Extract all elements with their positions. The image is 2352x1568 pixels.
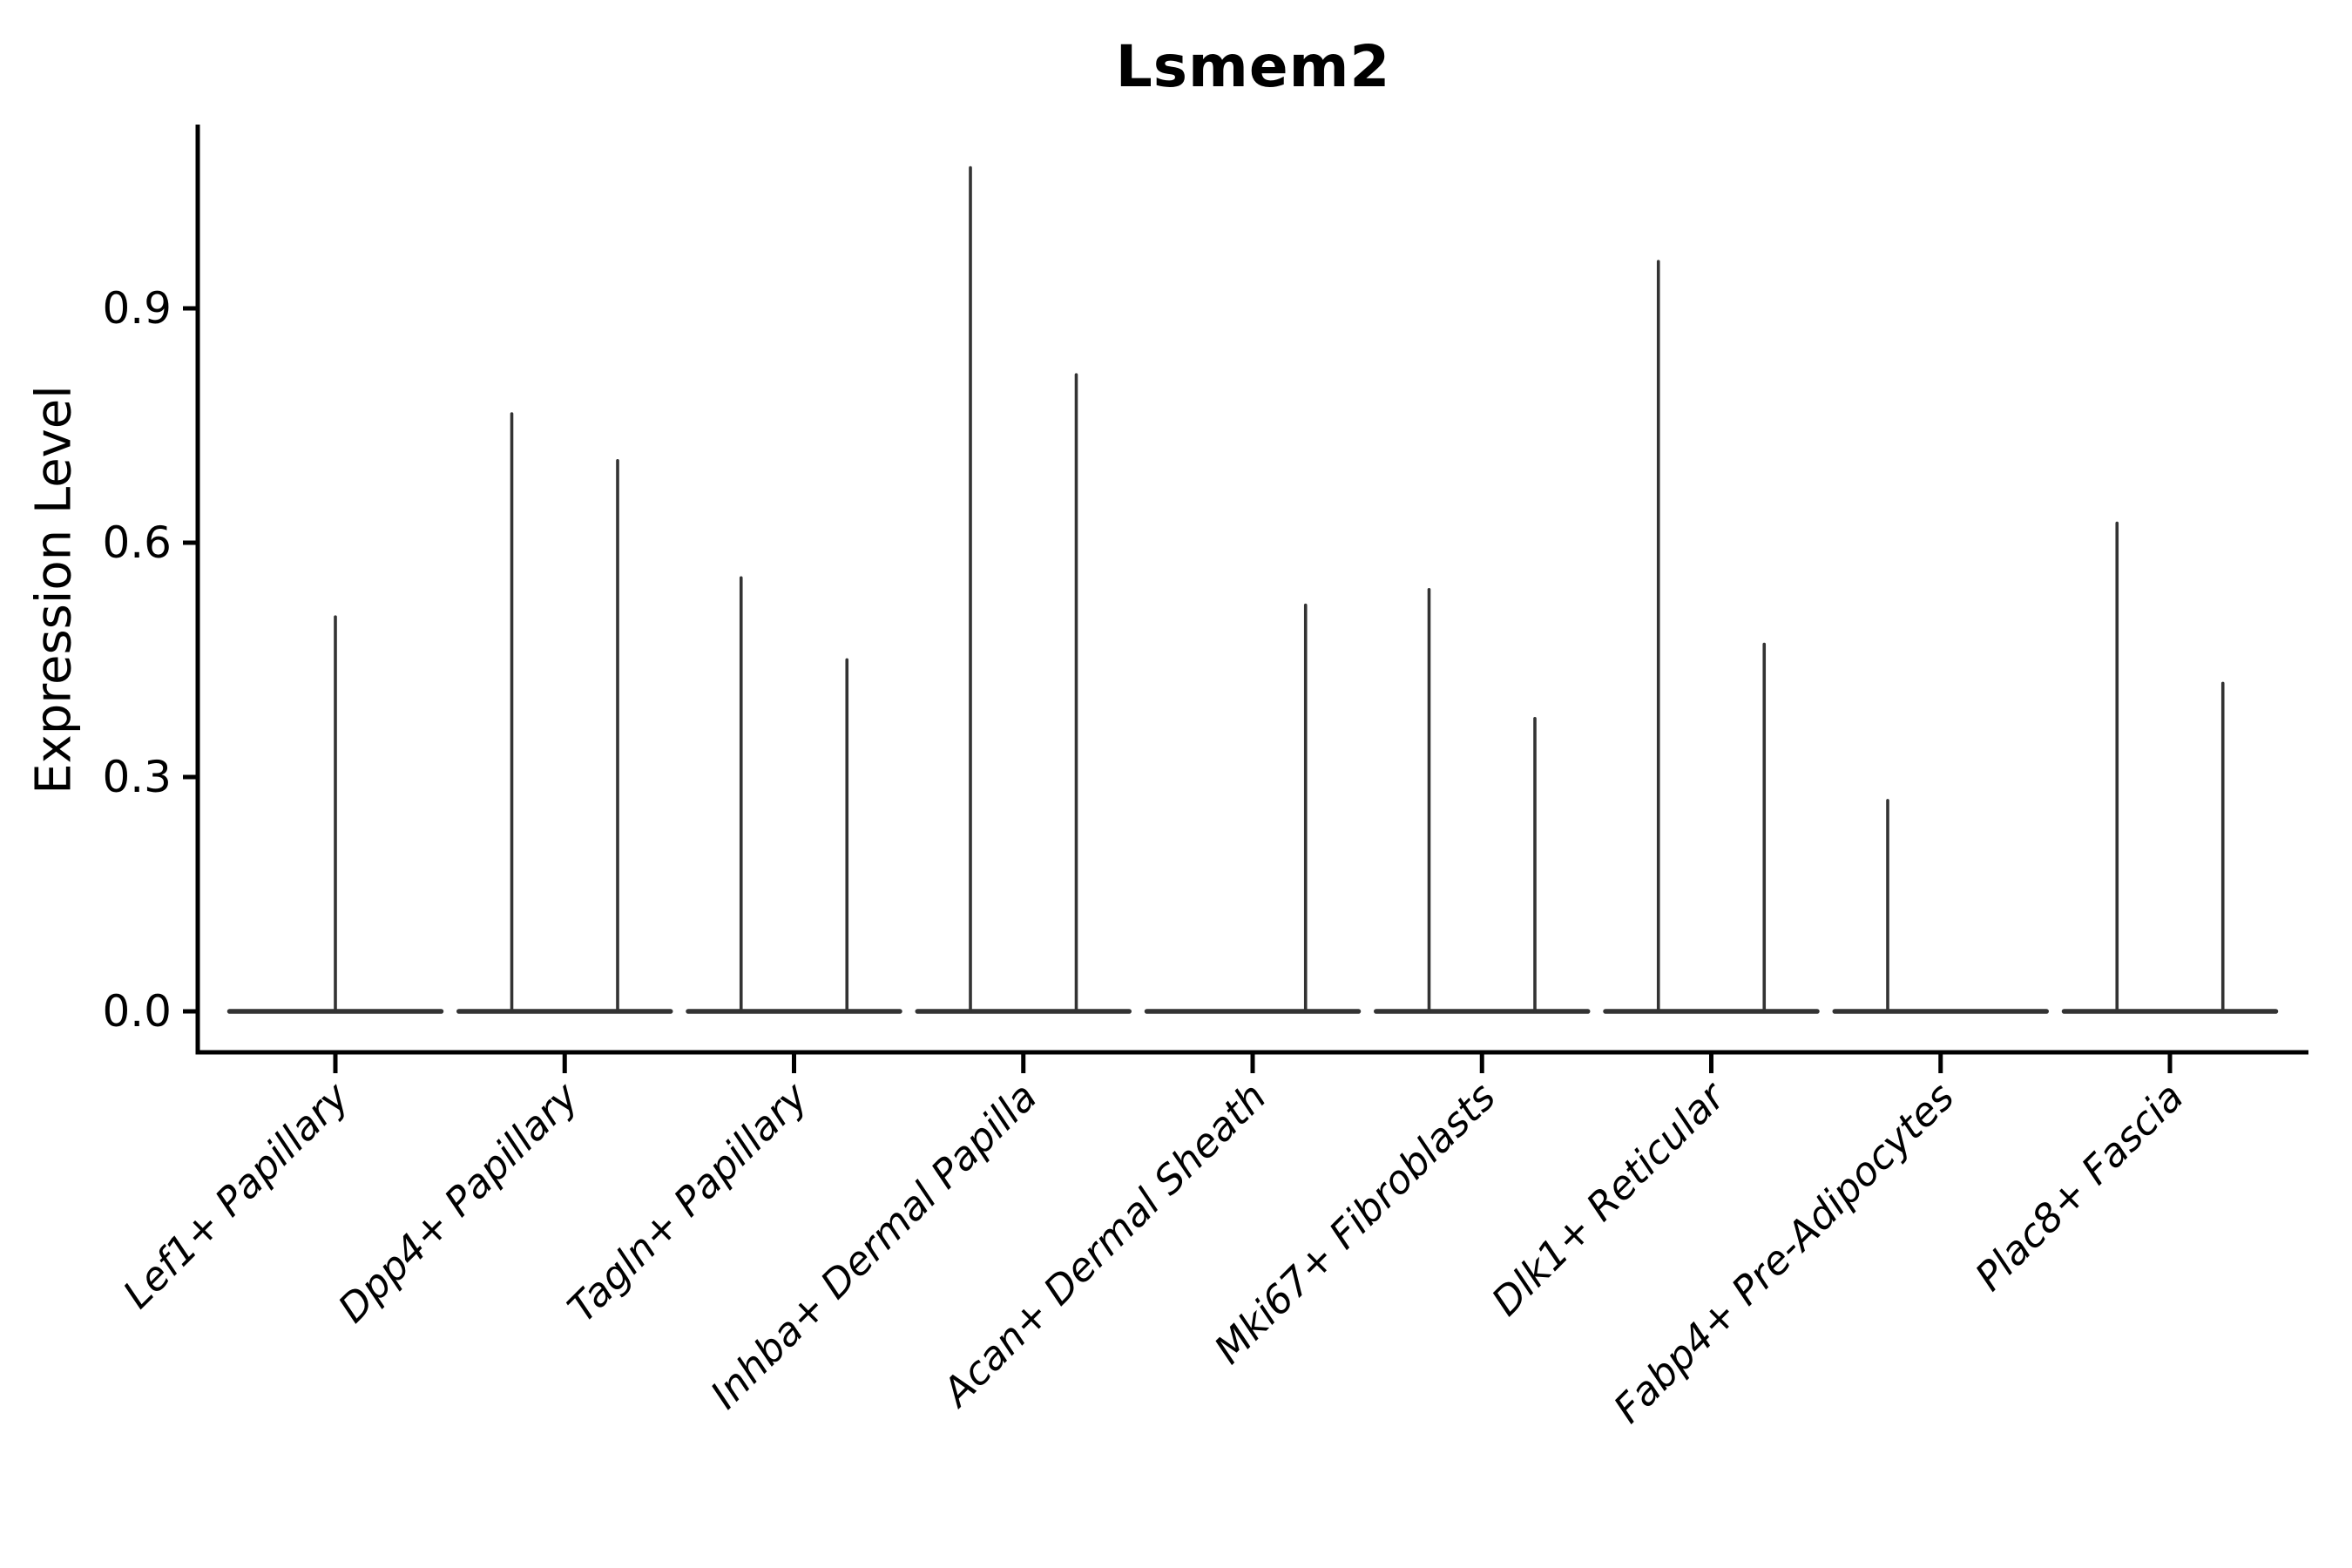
x-category-label: Lef1+ Papillary bbox=[114, 1072, 359, 1317]
y-tick-label: 0.3 bbox=[102, 752, 172, 802]
x-category-label: Plac8+ Fascia bbox=[1966, 1073, 2193, 1300]
y-tick-label: 0.6 bbox=[102, 517, 172, 568]
y-tick-label: 0.9 bbox=[102, 283, 172, 334]
x-category-label: Dlk1+ Reticular bbox=[1483, 1072, 1735, 1325]
y-tick-label: 0.0 bbox=[102, 986, 172, 1037]
chart-title: Lsmem2 bbox=[1115, 33, 1391, 100]
x-category-label: Tagln+ Papillary bbox=[558, 1072, 817, 1331]
x-category-label: Dpp4+ Papillary bbox=[329, 1072, 588, 1331]
